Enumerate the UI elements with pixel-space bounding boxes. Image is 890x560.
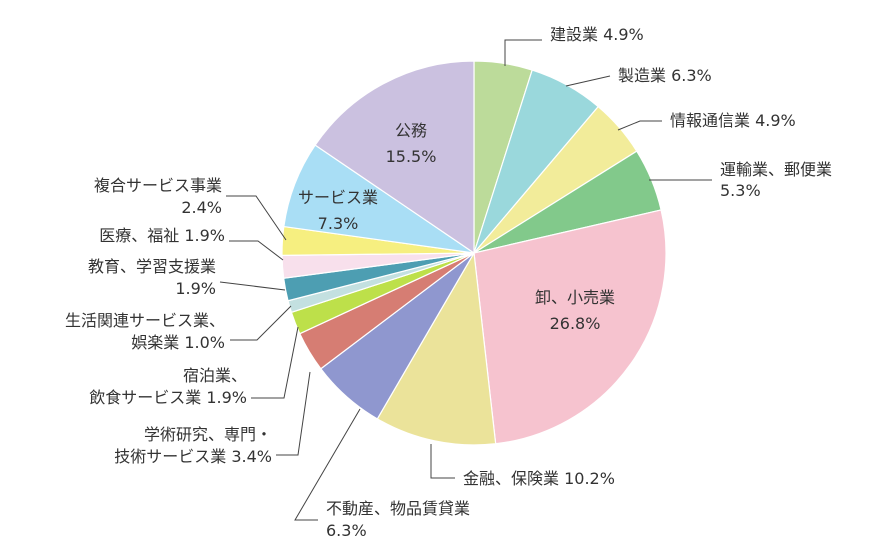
slice-6-leader-line	[430, 444, 455, 479]
slice-6-label-line: 金融、保険業 10.2%	[463, 469, 615, 488]
slice-11-label: 教育、学習支援業 1.9%	[88, 257, 216, 298]
slice-14-label: サービス業 7.3%	[298, 188, 378, 233]
slice-7-label: 不動産、物品賃貸業 6.3%	[326, 499, 470, 540]
slice-1-leader-line	[504, 39, 542, 66]
slice-7-leader-line	[294, 408, 361, 521]
slice-7-label-line: 6.3%	[326, 521, 367, 540]
slice-6-label: 金融、保険業 10.2%	[463, 469, 615, 488]
slice-4-label: 運輸業、郵便業 5.3%	[720, 160, 832, 200]
slice-8-label-line: 技術サービス業 3.4%	[114, 447, 272, 466]
slice-15-label-line: 15.5%	[386, 147, 437, 166]
slice-5-wedge	[473, 209, 667, 445]
slice-15-wedge	[314, 60, 475, 255]
slice-13-label-line: 2.4%	[181, 198, 222, 217]
slice-13-leader-line	[226, 195, 287, 241]
slice-10-label: 生活関連サービス業、娯楽業 1.0%	[65, 311, 225, 352]
slice-labels: 建設業 4.9% 製造業 6.3% 情報通信業 4.9% 運輸業、郵便業 5.3% 卸、小…	[65, 25, 832, 540]
slice-6-wedge	[376, 251, 497, 446]
slice-2-label: 製造業 6.3%	[618, 66, 712, 85]
slice-2-label-line: 製造業 6.3%	[618, 66, 712, 85]
slice-12-label: 医療、福祉 1.9%	[99, 226, 225, 245]
slice-5-label: 卸、小売業 26.8%	[535, 288, 615, 333]
leader-lines	[219, 39, 712, 521]
slice-12-leader-line	[229, 240, 284, 261]
slice-13-label: 複合サービス事業 2.4%	[94, 176, 222, 217]
slice-12-label-line: 医療、福祉 1.9%	[99, 226, 225, 245]
slice-3-leader-line	[617, 120, 662, 131]
slice-14-label-line: 7.3%	[318, 214, 359, 233]
slice-13-label-line: 複合サービス事業	[94, 176, 222, 195]
slice-5-label-line: 卸、小売業	[535, 288, 615, 307]
slice-14-label-line: サービス業	[298, 188, 378, 207]
pie-slices	[281, 60, 667, 446]
slice-9-label: 宿泊業、飲食サービス業 1.9%	[89, 366, 247, 407]
slice-8-label: 学術研究、専門・技術サービス業 3.4%	[114, 425, 272, 466]
slice-15-label: 公務 15.5%	[386, 121, 437, 166]
slice-11-leader-line	[219, 281, 286, 291]
slice-9-label-line: 飲食サービス業 1.9%	[89, 388, 247, 407]
slice-5-label-line: 26.8%	[550, 314, 601, 333]
slice-3-label: 情報通信業 4.9%	[670, 111, 796, 130]
slice-7-label-line: 不動産、物品賃貸業	[326, 499, 470, 518]
slice-4-label-line: 運輸業、郵便業	[720, 160, 832, 179]
slice-3-label-line: 情報通信業 4.9%	[670, 111, 796, 130]
slice-9-label-line: 宿泊業、	[183, 366, 247, 385]
slice-1-label-line: 建設業 4.9%	[550, 25, 644, 44]
slice-11-label-line: 教育、学習支援業	[88, 257, 216, 276]
slice-15-label-line: 公務	[395, 121, 427, 140]
slice-2-leader-line	[565, 75, 611, 87]
slice-10-label-line: 生活関連サービス業、	[65, 311, 225, 330]
slice-8-leader-line	[276, 371, 311, 456]
slice-10-label-line: 娯楽業 1.0%	[131, 333, 225, 352]
slice-9-leader-line	[251, 326, 299, 399]
slice-10-leader-line	[230, 305, 292, 341]
slice-1-label: 建設業 4.9%	[550, 25, 644, 44]
slice-4-label-line: 5.3%	[720, 181, 761, 200]
slice-11-label-line: 1.9%	[175, 279, 216, 298]
slice-8-label-line: 学術研究、専門・	[144, 425, 272, 444]
